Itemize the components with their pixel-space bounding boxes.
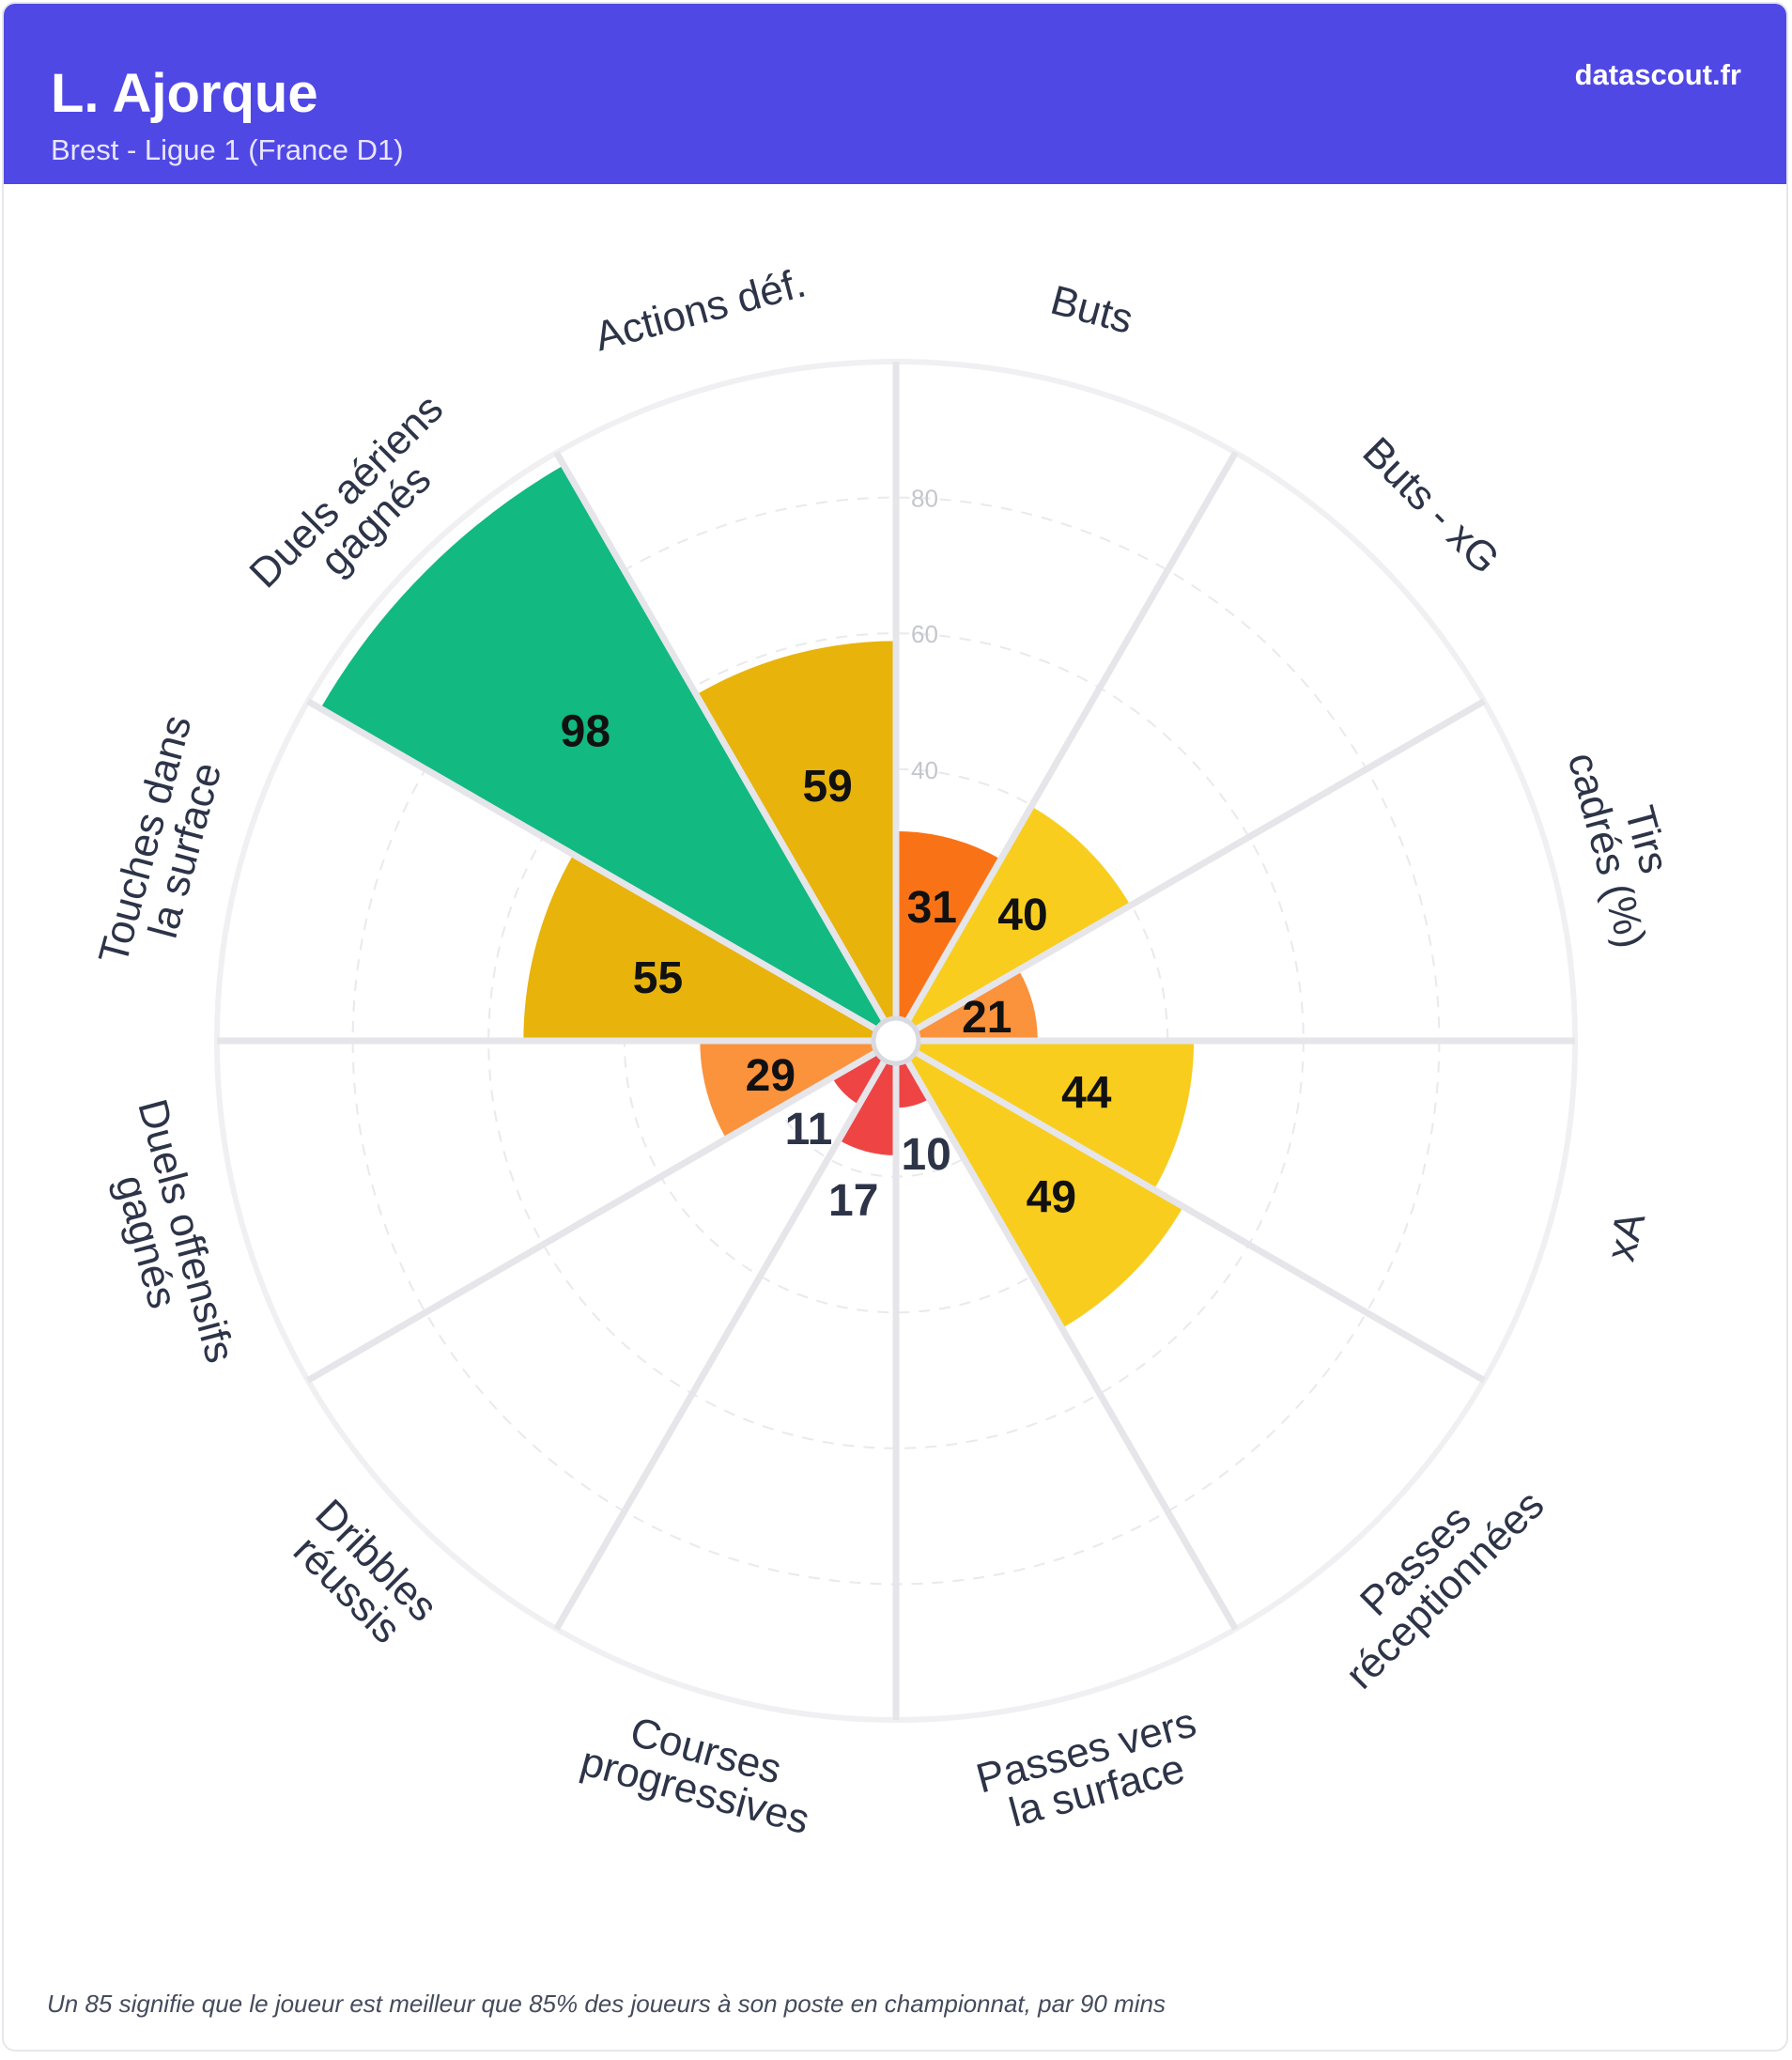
spoke — [306, 1037, 898, 1384]
value-label: 10 — [901, 1130, 950, 1180]
wedge-5 — [893, 1038, 1186, 1331]
spoke — [553, 1039, 900, 1631]
wedge-1 — [895, 829, 1003, 1045]
category-label: Actions déf. — [590, 260, 811, 361]
spoke — [894, 698, 1486, 1045]
value-label: 98 — [561, 706, 610, 756]
category-label-line: Buts — [1046, 277, 1138, 343]
value-label: 29 — [746, 1051, 796, 1101]
tick-label: 60 — [911, 620, 938, 648]
wedge-11 — [318, 463, 899, 1044]
brand-link[interactable]: datascout.fr — [1574, 58, 1741, 91]
value-label: 44 — [1061, 1068, 1112, 1118]
category-label: Buts — [1046, 277, 1138, 343]
value-label: 55 — [633, 953, 683, 1003]
tick-label: 40 — [911, 756, 938, 784]
wedge-2 — [893, 804, 1133, 1044]
value-label: 40 — [997, 891, 1047, 940]
wedge-9 — [698, 1040, 900, 1141]
value-label: 49 — [1027, 1172, 1076, 1222]
footnote: Un 85 signifie que le joueur est meilleu… — [47, 1990, 1166, 2018]
value-label: 21 — [962, 993, 1012, 1043]
team-league: Brest - Ligue 1 (France D1) — [51, 133, 404, 166]
wedge-10 — [521, 852, 900, 1042]
category-label: xA — [1598, 1206, 1655, 1265]
value-label: 17 — [828, 1176, 878, 1226]
wedge-12 — [694, 639, 897, 1045]
spoke — [892, 451, 1239, 1043]
tick-label: 80 — [911, 485, 938, 513]
category-label-line: xA — [1598, 1206, 1655, 1265]
spoke — [892, 1039, 1239, 1631]
value-label: 31 — [907, 883, 957, 933]
spoke — [894, 1037, 1486, 1384]
value-label: 59 — [802, 762, 852, 812]
spoke — [553, 451, 900, 1043]
center-hole — [871, 1015, 921, 1066]
wedge-4 — [892, 1040, 1197, 1192]
player-name: L. Ajorque — [51, 63, 318, 124]
spoke — [306, 698, 898, 1045]
header: L. Ajorque Brest - Ligue 1 (France D1) d… — [4, 4, 1786, 184]
category-label-line: Actions déf. — [590, 260, 811, 361]
value-label: 11 — [785, 1105, 833, 1154]
